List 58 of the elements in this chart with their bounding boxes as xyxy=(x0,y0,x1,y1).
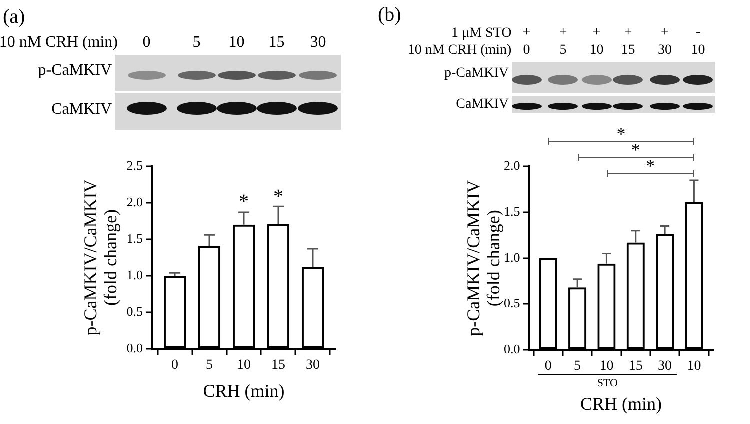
x-tick-label: 30 xyxy=(306,358,320,374)
x-tick-label: 5 xyxy=(206,358,214,374)
y-tick-label: 0.5 xyxy=(126,304,143,319)
chart-title: (b) xyxy=(378,4,402,26)
y-axis-title: p-CaMKIV/CaMKIV (fold change) xyxy=(80,180,120,336)
text: + xyxy=(624,25,632,40)
x-tick-label: 10 xyxy=(237,358,251,374)
text: + xyxy=(592,25,601,40)
text: 5 xyxy=(560,43,567,58)
text: 10 xyxy=(691,43,706,58)
annotation: * xyxy=(273,186,284,208)
text: 15 xyxy=(268,34,285,51)
text: 1 μM STO xyxy=(452,26,512,41)
y-tick-label: 1.0 xyxy=(504,250,520,265)
text: CaMKIV xyxy=(52,101,112,118)
text: p-CaMKIV xyxy=(444,66,509,81)
y-tick-label: 2.0 xyxy=(504,158,520,174)
x-tick-label: 0 xyxy=(172,358,179,374)
x-tick-label: 5 xyxy=(574,359,582,374)
text: 0 xyxy=(142,34,151,51)
x-axis-title: CRH (min) xyxy=(203,380,285,401)
y-axis-title: p-CaMKIV/CaMKIV (fold change) xyxy=(464,180,504,336)
text: 10 xyxy=(590,43,604,58)
text: 30 xyxy=(310,34,326,51)
chart-title: (a) xyxy=(3,6,26,28)
y-tick-label: 0.0 xyxy=(126,340,143,356)
y-tick-label: 1.0 xyxy=(126,267,143,282)
text: + xyxy=(661,25,669,40)
x-tick-label: 30 xyxy=(658,359,672,374)
text: 5 xyxy=(192,34,201,51)
x-tick-label: 15 xyxy=(628,359,643,374)
text: STO xyxy=(597,378,618,390)
text: 10 nM CRH (min) xyxy=(0,34,118,51)
text: 10 nM CRH (min) xyxy=(408,43,512,58)
y-tick-label: 2.5 xyxy=(126,158,143,173)
text: 30 xyxy=(658,43,672,58)
x-tick-label: 10 xyxy=(687,359,702,374)
y-tick-label: 1.5 xyxy=(504,204,520,219)
text: 0 xyxy=(523,43,530,58)
y-tick-label: 0.5 xyxy=(504,296,520,311)
y-tick-label: 0.0 xyxy=(504,341,520,356)
y-tick-label: 2.0 xyxy=(126,194,143,210)
text: 15 xyxy=(621,43,636,58)
text: CaMKIV xyxy=(456,97,509,112)
text: 10 xyxy=(228,34,245,51)
text: * xyxy=(616,124,626,144)
text: - xyxy=(696,25,701,40)
x-tick-label: 0 xyxy=(544,359,552,374)
x-axis-title: CRH (min) xyxy=(580,394,662,414)
annotation: * xyxy=(239,191,249,214)
text: p-CaMKIV xyxy=(38,62,112,79)
x-tick-label: 10 xyxy=(600,359,614,374)
text: + xyxy=(522,25,531,40)
text: + xyxy=(559,25,568,40)
text: * xyxy=(631,140,640,160)
annotation: * xyxy=(646,156,655,176)
x-tick-label: 15 xyxy=(271,358,286,374)
y-tick-label: 1.5 xyxy=(126,230,143,246)
